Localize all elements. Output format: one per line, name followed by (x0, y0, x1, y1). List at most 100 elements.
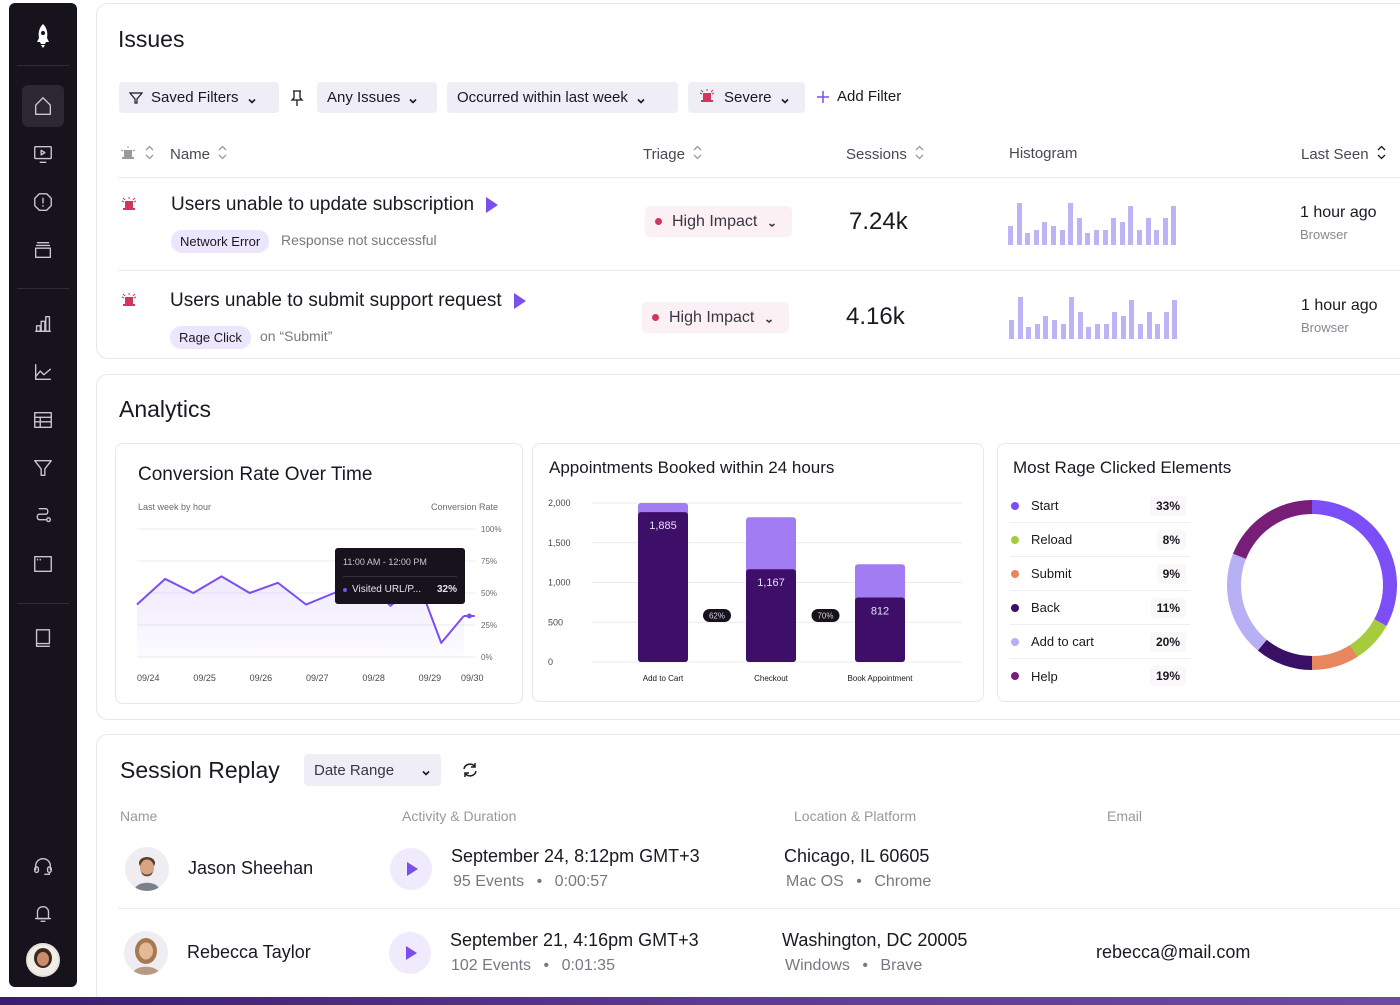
issue-note: Response not successful (281, 232, 437, 248)
issue-title[interactable]: Users unable to submit support request (170, 290, 526, 312)
donut-slice[interactable] (1232, 500, 1312, 559)
saved-filters-dropdown[interactable]: Saved Filters (119, 82, 279, 113)
alert-octagon-icon (34, 193, 52, 211)
severity-column-header[interactable] (119, 145, 154, 164)
donut-slice[interactable] (1227, 553, 1267, 651)
legend-item[interactable]: Back 11% (1010, 591, 1190, 625)
legend-swatch (1011, 535, 1019, 544)
sidebar-item-window[interactable] (22, 543, 64, 585)
play-icon[interactable] (513, 293, 526, 309)
sidebar-item-line-chart[interactable] (22, 351, 64, 393)
occurred-within-dropdown[interactable]: Occurred within last week (447, 82, 678, 113)
sidebar-item-bar-chart[interactable] (22, 303, 64, 345)
status-dot (655, 218, 662, 225)
legend-item[interactable]: Help 19% (1010, 659, 1190, 693)
x-tick-label: 09/29 (419, 673, 442, 683)
location: Chicago, IL 60605 (784, 846, 930, 866)
bar-completed[interactable] (638, 512, 688, 662)
donut-slice[interactable] (1312, 644, 1358, 670)
donut-slice[interactable] (1257, 639, 1312, 670)
histogram-bar (1163, 311, 1169, 339)
play-icon[interactable] (486, 197, 499, 213)
x-tick-label: Book Appointment (848, 674, 914, 683)
histogram-bar (1129, 300, 1135, 339)
donut-slice[interactable] (1350, 619, 1387, 657)
issue-title[interactable]: Users unable to update subscription (171, 194, 499, 216)
data-point[interactable] (466, 613, 472, 619)
histogram-bar (1103, 323, 1109, 339)
legend-item[interactable]: Submit 9% (1010, 557, 1190, 591)
sidebar-item-home[interactable] (22, 85, 64, 127)
legend-swatch (1011, 603, 1019, 612)
issue-tag: Network Error (171, 230, 270, 253)
histogram-bar (1111, 217, 1117, 245)
filter-icon (129, 91, 143, 104)
histogram-bar (1085, 233, 1091, 245)
histogram-bar (1069, 297, 1075, 339)
bar-completed[interactable] (855, 597, 905, 662)
sidebar-item-session-replay[interactable] (22, 133, 64, 175)
rocket-logo-icon[interactable] (22, 15, 64, 57)
any-issues-dropdown[interactable]: Any Issues (317, 82, 437, 113)
sidebar-item-stack[interactable] (22, 229, 64, 271)
event-count: 95 Events (453, 873, 525, 890)
triage-column-header[interactable]: Triage (643, 145, 702, 164)
appointments-bar-chart[interactable]: 2,000 1,500 1,000 500 0 1,885 Add to Cart 1,167… (532, 443, 984, 702)
chevron-down-icon (636, 93, 646, 104)
histogram-bar (1162, 217, 1168, 245)
date-range-label: Date Range (314, 761, 395, 779)
histogram-bar (1172, 300, 1178, 339)
user-avatar[interactable] (26, 943, 60, 977)
histogram-bar (1094, 323, 1100, 339)
sidebar-item-issues[interactable] (22, 181, 64, 223)
sidebar-item-docs[interactable] (22, 617, 64, 659)
analytics-title: Analytics (119, 396, 212, 422)
play-session-button[interactable] (389, 932, 431, 974)
last-seen-column-header[interactable]: Last Seen (1301, 145, 1386, 164)
session-duration: 0:01:35 (561, 957, 615, 974)
rage-donut-chart[interactable] (1210, 490, 1400, 690)
histogram-bar (1154, 229, 1160, 245)
sidebar-item-support[interactable] (22, 845, 64, 887)
x-tick-label: 09/28 (362, 673, 385, 683)
activity-column-header: Activity & Duration (402, 808, 517, 824)
pin-icon[interactable] (289, 89, 305, 112)
legend-item[interactable]: Reload 8% (1010, 523, 1190, 557)
tooltip-time: 11:00 AM - 12:00 PM (343, 557, 427, 567)
severity-dropdown[interactable]: Severe (688, 82, 805, 113)
histogram-bar (1119, 221, 1125, 245)
histogram-column-header: Histogram (1009, 145, 1077, 162)
bar-completed[interactable] (746, 569, 796, 662)
legend-label: Add to cart (1031, 634, 1094, 649)
legend-item[interactable]: Add to cart 20% (1010, 625, 1190, 659)
histogram-bar (1043, 315, 1049, 339)
legend-item[interactable]: Start 33% (1010, 489, 1190, 523)
avatar (125, 847, 169, 891)
sessions-count: 4.16k (846, 303, 905, 330)
bottom-accent-bar (0, 997, 1400, 1005)
sessions-column-header[interactable]: Sessions (846, 145, 924, 164)
refresh-icon[interactable] (461, 761, 479, 784)
date-range-dropdown[interactable]: Date Range (304, 754, 441, 786)
triage-dropdown[interactable]: High Impact (645, 206, 792, 237)
sidebar-item-journey[interactable] (22, 495, 64, 537)
legend-swatch (1011, 672, 1019, 680)
platform: Mac OS • Chrome (786, 873, 932, 890)
histogram-bar (1155, 323, 1161, 339)
sidebar-item-notifications[interactable] (22, 893, 64, 935)
user-name[interactable]: Rebecca Taylor (187, 942, 311, 962)
name-column-header[interactable]: Name (170, 145, 227, 164)
legend-label: Start (1031, 498, 1059, 513)
sessions-header-label: Sessions (846, 146, 907, 163)
triage-dropdown[interactable]: High Impact (642, 302, 789, 333)
user-name[interactable]: Jason Sheehan (188, 858, 314, 878)
histogram (1009, 295, 1181, 339)
sidebar-item-funnel[interactable] (22, 447, 64, 489)
add-filter-button[interactable]: Add Filter (816, 88, 901, 105)
sidebar-item-table[interactable] (22, 399, 64, 441)
play-session-button[interactable] (390, 848, 432, 890)
user-email[interactable]: rebecca@mail.com (1096, 942, 1251, 962)
donut-slice[interactable] (1312, 500, 1397, 626)
location-column-header: Location & Platform (794, 808, 917, 824)
session-duration: 0:00:57 (554, 873, 609, 890)
